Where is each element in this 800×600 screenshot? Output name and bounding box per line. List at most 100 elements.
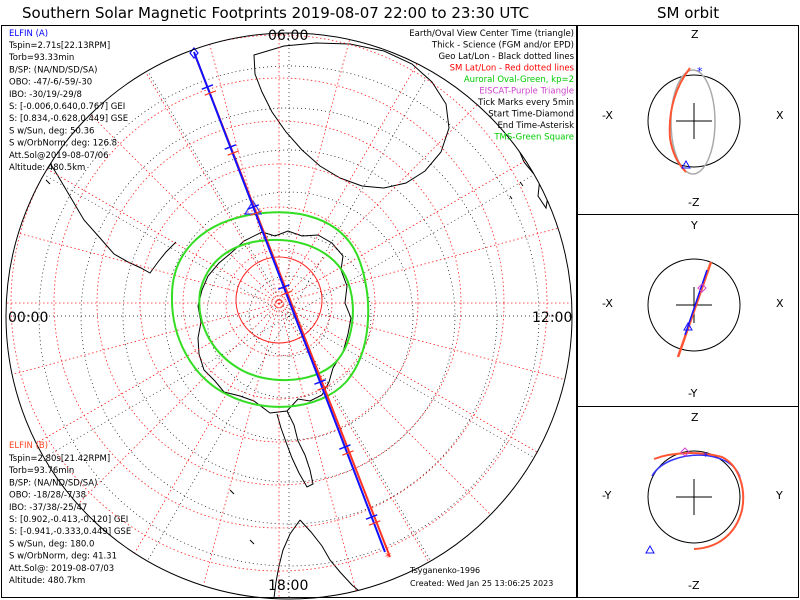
- australia-coastline: [253, 42, 450, 189]
- probe-a-info-line: S w/Sun, deg: 50.36: [9, 126, 94, 136]
- panel2-center-triangle: [683, 321, 693, 331]
- elfin-b-orbit: [676, 261, 713, 358]
- panel2-top: Y: [690, 219, 698, 232]
- elfin-a-tick: [201, 84, 214, 90]
- probe-a-info-line: OBO: -47/-6/-59/-30: [9, 78, 92, 88]
- earth-circle: [647, 450, 741, 544]
- orbit-panel-xz: Z -Z -X X *: [602, 28, 784, 209]
- track-tick-marks: [201, 84, 381, 526]
- orbit-title: SM orbit: [657, 4, 719, 22]
- probe-b-info-line: Altitude: 480.7km: [9, 576, 85, 586]
- hour-label-bottom: 18:00: [268, 578, 308, 594]
- polar-footprint-map: * 06:00 00:00 12:00 18:00: [5, 28, 573, 600]
- elfin-b-orbit: [670, 69, 716, 175]
- legend-item: End Time-Asterisk: [497, 121, 574, 131]
- probe-b-info-line: IBO: -37/38/-25/47: [9, 503, 87, 513]
- elfin-b-tick: [204, 90, 217, 96]
- panel2-bottom: -Y: [688, 387, 698, 400]
- auroral-oval-inner: [198, 238, 354, 382]
- elfin-a-tick: [224, 144, 237, 150]
- auroral-oval-outer: [170, 211, 370, 408]
- elfin-a-start-diamond: [189, 47, 199, 59]
- panel1-left: -X: [602, 109, 613, 122]
- map-frame: [1, 25, 577, 598]
- elfin-b-tick: [368, 520, 381, 526]
- sm-latitude-circle: [96, 120, 462, 486]
- elfin-b-orbit: [653, 452, 745, 550]
- geo-meridian: [29, 165, 549, 467]
- panel2-left: -X: [602, 297, 613, 310]
- geo-latitude-circle: [122, 149, 456, 483]
- earth-circle: [647, 258, 741, 352]
- page-title: Southern Solar Magnetic Footprints 2019-…: [22, 4, 529, 22]
- orbit-panel-xy: Y -Y -X X: [602, 219, 784, 400]
- panel3-start-diamond: [680, 447, 690, 457]
- panel3-bottom: -Z: [688, 579, 700, 592]
- panel1-center-triangle: [681, 159, 691, 169]
- elfin-b-tick: [317, 385, 329, 391]
- south-america-coastline: [273, 519, 367, 599]
- elfin-a-orbit: [684, 269, 708, 336]
- probe-a-info-line: IBO: -30/19/-29/8: [9, 90, 82, 100]
- sm-meridian: [6, 224, 569, 382]
- created-timestamp: Created: Wed Jan 25 13:06:25 2023: [410, 579, 553, 588]
- panel1-top: Z: [691, 28, 699, 41]
- elfin-a-tick: [339, 444, 351, 450]
- legend-item: EISCAT-Purple Triangle: [479, 87, 574, 97]
- map-boundary: [5, 32, 573, 600]
- legend-item: Tick Marks every 5min: [477, 98, 574, 108]
- panel3-center-triangle: [645, 544, 655, 554]
- elfin-a-orbit: [651, 454, 741, 478]
- geo-latitude-circle: [206, 233, 372, 399]
- probe-b-info-line: S w/Sun, deg: 180.0: [9, 539, 94, 549]
- panel1-end-asterisk: *: [697, 65, 703, 78]
- hour-label-top: 06:00: [268, 28, 308, 44]
- earth-circle: [647, 74, 741, 168]
- elfin-b-end-asterisk: *: [385, 550, 391, 564]
- panel2-start-diamond: [697, 283, 707, 293]
- geo-latitude-circle: [38, 65, 540, 567]
- panel2-right: X: [776, 297, 784, 310]
- new-zealand-coastline: [517, 132, 549, 210]
- probe-b-info-line: S w/OrbNorm, deg: 41.31: [9, 552, 117, 562]
- elfin-a-tick: [314, 379, 326, 385]
- hour-label-right: 12:00: [532, 310, 572, 326]
- probe-b-info-line: B/SP: (NA/ND/SD/SA): [9, 478, 97, 488]
- panel3-left: -Y: [602, 489, 612, 502]
- legend-item: Auroral Oval-Green, kp=2: [464, 75, 574, 85]
- elfin-b-info: ELFIN (B) Tspin=2.80s[21.42RPM] Torb=93.7…: [8, 441, 131, 586]
- panel3-right: Y: [775, 489, 783, 502]
- elfin-b-name: ELFIN (B): [9, 441, 48, 451]
- legend-item: SM Lat/Lon - Red dotted lines: [450, 64, 575, 74]
- probe-a-info-line: S: [-0.006,0.640,0.767] GEI: [9, 102, 125, 112]
- elfin-b-tick: [227, 150, 240, 156]
- panel3-end-asterisk: *: [703, 450, 709, 463]
- model-credit: Tsyganenko-1996: [409, 566, 480, 575]
- legend-item: Earth/Oval View Center Time (triangle): [409, 29, 574, 39]
- panel1-right: X: [776, 109, 784, 122]
- probe-a-info-line: S: [0.834,-0.628,0.449] GSE: [9, 114, 128, 124]
- probe-a-info-line: B/SP: (NA/ND/SD/SA): [9, 65, 97, 75]
- sm-polar-circle: [235, 256, 323, 344]
- probe-b-info-line: Att.Sol@: 2019-08-07/03: [9, 564, 114, 574]
- hour-label-left: 00:00: [8, 310, 48, 326]
- probe-b-info-line: Tspin=2.80s[21.42RPM]: [8, 454, 110, 464]
- southern-islands: [45, 179, 524, 545]
- antarctic-peninsula-coastline: [276, 410, 314, 488]
- probe-a-info-line: Altitude: 480.5km: [9, 163, 85, 173]
- elfin-a-tick: [365, 514, 378, 520]
- elfin-a-tick: [247, 204, 260, 210]
- legend-item: Start Time-Diamond: [488, 110, 574, 120]
- map-legend: Earth/Oval View Center Time (triangle) Th…: [409, 29, 574, 143]
- elfin-b-tick: [342, 450, 354, 456]
- elfin-b-tick: [280, 290, 293, 296]
- elfin-a-tick: [277, 284, 290, 290]
- elfin-a-orbit: [668, 67, 691, 173]
- orbit-frame: [577, 25, 799, 598]
- probe-b-info-line: S: [-0.941,-0.333,0.449] GSE: [9, 527, 131, 537]
- sm-latlon-grid: [6, 33, 572, 599]
- orbit-panel-yz: Z -Z -Y Y *: [602, 411, 783, 592]
- probe-a-info-line: S w/OrbNorm, deg: 126.8: [9, 139, 117, 149]
- elfin-a-name: ELFIN (A): [9, 29, 48, 39]
- elfin-a-track: [193, 51, 386, 553]
